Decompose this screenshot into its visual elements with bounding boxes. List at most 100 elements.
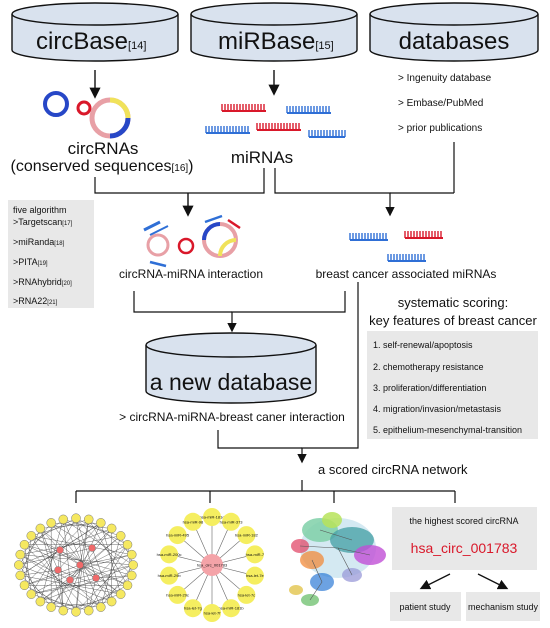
hub-mirna-label: hsa-miR-98 bbox=[183, 519, 204, 524]
network-node bbox=[83, 605, 94, 616]
circbase-database: circBase[14] bbox=[11, 2, 179, 62]
network-node bbox=[127, 549, 137, 560]
scoring-title2: key features of breast cancer bbox=[369, 313, 537, 328]
highest-circrna-name: hsa_circ_001783 bbox=[411, 540, 518, 556]
mirbase-ref: [15] bbox=[315, 40, 333, 52]
hub-mirna-label: hsa-miR-182 bbox=[235, 533, 259, 538]
network-node bbox=[35, 523, 46, 534]
network-node bbox=[115, 589, 126, 599]
hub-mirna-label: hsa-miR-181d bbox=[199, 515, 224, 520]
algorithm-item-1: >miRanda[18] bbox=[13, 237, 65, 247]
scoring-item-2: 3. proliferation/differentiation bbox=[373, 383, 486, 393]
network-node bbox=[88, 544, 96, 552]
algorithm-item-2: >PITA[19] bbox=[13, 257, 48, 267]
hub-mirna-node bbox=[168, 585, 187, 604]
interaction-label: circRNA-miRNA interaction bbox=[119, 267, 263, 281]
network-node bbox=[54, 566, 62, 574]
network-node bbox=[96, 518, 106, 528]
hub-mirna-label: hsa-miR-181b bbox=[219, 606, 245, 611]
network-node bbox=[115, 531, 126, 541]
network-node bbox=[92, 574, 100, 582]
db-item-2: > prior publications bbox=[398, 123, 482, 134]
network-node bbox=[46, 518, 56, 528]
hub-mirna-node bbox=[203, 508, 221, 526]
network-node bbox=[56, 546, 64, 554]
scoring-title1: systematic scoring: bbox=[398, 295, 509, 310]
hub-mirna-label: hsa-let-7g bbox=[184, 606, 202, 611]
network-node bbox=[58, 605, 69, 616]
hub-center-node bbox=[201, 554, 223, 576]
network-node bbox=[19, 539, 30, 550]
network-label: a scored circRNA network bbox=[318, 462, 468, 477]
network-node bbox=[127, 570, 137, 581]
mechanism-study-label: mechanism study bbox=[468, 602, 539, 612]
svg-text:circBase[14]: circBase[14] bbox=[36, 28, 146, 55]
scoring-item-1: 2. chemotherapy resistance bbox=[373, 362, 484, 372]
hub-mirna-label: hsa-let-7f bbox=[204, 611, 222, 616]
hub-mirna-label: hsa-let-7c bbox=[238, 592, 256, 597]
hub-mirna-node bbox=[222, 512, 241, 531]
algorithm-item-3: >RNAhybrid[20] bbox=[13, 277, 72, 287]
patient-study-label: patient study bbox=[399, 602, 451, 612]
network-node bbox=[15, 549, 25, 560]
hub-mirna-node bbox=[160, 566, 179, 585]
mechanism-study-box bbox=[466, 592, 540, 621]
patient-study-box bbox=[390, 592, 461, 621]
mirbase-database: miRBase[15] bbox=[190, 2, 358, 62]
network-node bbox=[26, 589, 37, 599]
network-node bbox=[66, 576, 74, 584]
hub-mirna-node bbox=[183, 512, 202, 531]
network-node bbox=[14, 560, 24, 570]
mirnas-label: miRNAs bbox=[231, 148, 293, 167]
cluster-network-graph bbox=[289, 512, 386, 606]
hub-mirna-node bbox=[222, 599, 241, 618]
highest-scored-box bbox=[392, 507, 537, 570]
scoring-item-3: 4. migration/invasion/metastasis bbox=[373, 404, 502, 414]
databases-database: databases bbox=[369, 2, 539, 62]
hub-mirna-node bbox=[245, 566, 264, 585]
network-node bbox=[106, 596, 117, 607]
circbase-label: circBase bbox=[36, 28, 128, 55]
scoring-item-4: 5. epithelium-mesenchymal-transition bbox=[373, 425, 522, 435]
hub-center-label: hsa_circ_001783 bbox=[197, 563, 228, 568]
network-node bbox=[83, 514, 94, 525]
circrnas-line1: circRNAs bbox=[68, 139, 139, 158]
db-item-0: > Ingenuity database bbox=[398, 73, 492, 84]
hub-mirna-node bbox=[160, 545, 179, 564]
db-item-1: > Embase/PubMed bbox=[398, 98, 483, 109]
mirna-icons bbox=[205, 104, 346, 138]
hub-mirna-label: hsa-miR-7 bbox=[246, 552, 265, 557]
network-node bbox=[71, 607, 81, 617]
full-network-graph bbox=[14, 513, 138, 617]
algorithm-item-4: >RNA22[21] bbox=[13, 296, 58, 306]
hub-mirna-label: hsa-let-7e bbox=[246, 573, 265, 578]
mirbase-label: miRBase bbox=[218, 28, 315, 55]
algorithm-item-0: >Targetscan[17] bbox=[13, 217, 73, 227]
algorithm-title: five algorithm bbox=[13, 205, 67, 215]
hub-mirna-node bbox=[168, 526, 187, 545]
new-database: a new database bbox=[145, 332, 317, 404]
hub-mirna-node bbox=[237, 585, 256, 604]
new-database-label: a new database bbox=[150, 369, 312, 395]
network-node bbox=[122, 539, 133, 550]
network-node bbox=[19, 580, 30, 591]
network-node bbox=[71, 513, 81, 523]
network-node bbox=[76, 561, 84, 569]
hub-mirna-label: hsa-miR-200c bbox=[157, 552, 182, 557]
circrnas-line2: (conserved sequences[16]) bbox=[11, 158, 194, 175]
network-node bbox=[128, 560, 138, 570]
hub-mirna-label: hsa-miR-29b bbox=[158, 573, 182, 578]
hub-mirna-node bbox=[203, 604, 221, 622]
algorithm-box bbox=[8, 200, 94, 308]
network-node bbox=[35, 596, 46, 607]
interaction-icon bbox=[143, 214, 241, 268]
scoring-item-0: 1. self-renewal/apoptosis bbox=[373, 340, 473, 350]
hub-mirna-label: hsa-miR-29c bbox=[166, 592, 189, 597]
network-node bbox=[58, 514, 69, 525]
circrna-icons bbox=[43, 91, 131, 139]
hub-mirna-label: hsa-miR-373 bbox=[220, 519, 244, 524]
network-node bbox=[96, 602, 106, 612]
bc-mirna-icons bbox=[349, 231, 443, 262]
